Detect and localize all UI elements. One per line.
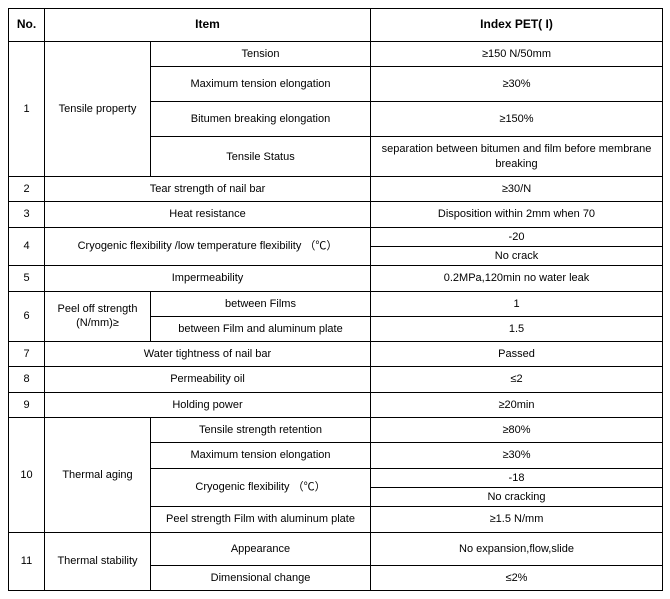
row-no: 9 <box>9 392 45 417</box>
row-no: 7 <box>9 342 45 367</box>
row-no: 5 <box>9 266 45 291</box>
subitem: Tension <box>151 41 371 66</box>
row-item: Water tightness of nail bar <box>45 342 371 367</box>
table-row: 10 Thermal aging Tensile strength retent… <box>9 418 663 443</box>
row-no: 3 <box>9 202 45 227</box>
table-row: 1 Tensile property Tension ≥150 N/50mm <box>9 41 663 66</box>
subitem: Peel strength Film with aluminum plate <box>151 507 371 532</box>
row-item: Heat resistance <box>45 202 371 227</box>
value: 1 <box>371 291 663 316</box>
value: Disposition within 2mm when 70 <box>371 202 663 227</box>
row-label: Thermal aging <box>45 418 151 532</box>
value: No expansion,flow,slide <box>371 532 663 565</box>
subitem: between Film and aluminum plate <box>151 316 371 341</box>
row-no: 8 <box>9 367 45 392</box>
subitem: Maximum tension elongation <box>151 443 371 468</box>
row-item: Impermeability <box>45 266 371 291</box>
table-row: 5 Impermeability 0.2MPa,120min no water … <box>9 266 663 291</box>
value: ≥80% <box>371 418 663 443</box>
row-no: 6 <box>9 291 45 342</box>
value: -20 <box>371 227 663 246</box>
row-no: 4 <box>9 227 45 266</box>
row-no: 2 <box>9 177 45 202</box>
value: ≥30% <box>371 66 663 101</box>
value: ≥150% <box>371 102 663 137</box>
value: ≥30% <box>371 443 663 468</box>
value: ≤2 <box>371 367 663 392</box>
value: -18 <box>371 468 663 487</box>
row-no: 11 <box>9 532 45 591</box>
table-row: 8 Permeability oil ≤2 <box>9 367 663 392</box>
subitem: Bitumen breaking elongation <box>151 102 371 137</box>
table-row: 3 Heat resistance Disposition within 2mm… <box>9 202 663 227</box>
value: separation between bitumen and film befo… <box>371 137 663 177</box>
subitem: Maximum tension elongation <box>151 66 371 101</box>
spec-table: No. Item Index PET( I) 1 Tensile propert… <box>8 8 663 591</box>
subitem: between Films <box>151 291 371 316</box>
subitem: Dimensional change <box>151 565 371 590</box>
subitem: Tensile Status <box>151 137 371 177</box>
value: 0.2MPa,120min no water leak <box>371 266 663 291</box>
col-item: Item <box>45 9 371 42</box>
row-label: Thermal stability <box>45 532 151 591</box>
value: No crack <box>371 246 663 265</box>
row-item: Holding power <box>45 392 371 417</box>
value: ≥20min <box>371 392 663 417</box>
row-item: Tear strength of nail bar <box>45 177 371 202</box>
col-index: Index PET( I) <box>371 9 663 42</box>
row-no: 10 <box>9 418 45 532</box>
table-row: 6 Peel off strength (N/mm)≥ between Film… <box>9 291 663 316</box>
subitem: Cryogenic flexibility （℃） <box>151 468 371 507</box>
value: ≥150 N/50mm <box>371 41 663 66</box>
row-item: Cryogenic flexibility /low temperature f… <box>45 227 371 266</box>
table-row: 2 Tear strength of nail bar ≥30/N <box>9 177 663 202</box>
table-row: 9 Holding power ≥20min <box>9 392 663 417</box>
value: 1.5 <box>371 316 663 341</box>
value: ≥30/N <box>371 177 663 202</box>
subitem: Appearance <box>151 532 371 565</box>
table-row: 4 Cryogenic flexibility /low temperature… <box>9 227 663 246</box>
value: ≥1.5 N/mm <box>371 507 663 532</box>
row-no: 1 <box>9 41 45 176</box>
row-item: Permeability oil <box>45 367 371 392</box>
value: Passed <box>371 342 663 367</box>
row-label: Peel off strength (N/mm)≥ <box>45 291 151 342</box>
subitem: Tensile strength retention <box>151 418 371 443</box>
col-no: No. <box>9 9 45 42</box>
value: ≤2% <box>371 565 663 590</box>
table-row: 11 Thermal stability Appearance No expan… <box>9 532 663 565</box>
table-row: 7 Water tightness of nail bar Passed <box>9 342 663 367</box>
row-label: Tensile property <box>45 41 151 176</box>
value: No cracking <box>371 487 663 506</box>
header-row: No. Item Index PET( I) <box>9 9 663 42</box>
